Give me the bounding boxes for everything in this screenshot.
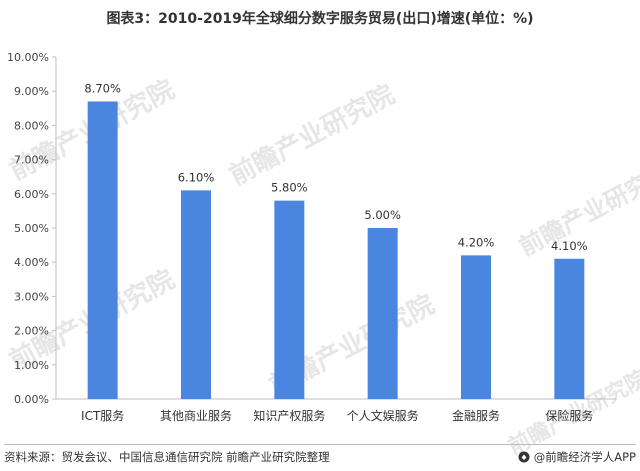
x-tick-label: 保险服务 — [545, 408, 593, 423]
chart-title: 图表3：2010-2019年全球细分数字服务贸易(出口)增速(单位：%) — [106, 11, 534, 27]
bar-data-label: 5.00% — [364, 208, 401, 222]
y-tick-label: 0.00% — [14, 393, 49, 406]
y-tick-label: 5.00% — [14, 222, 49, 235]
y-tick-label: 3.00% — [14, 290, 49, 303]
qianzhan-logo-icon — [518, 451, 530, 463]
y-tick-label: 8.00% — [14, 119, 49, 132]
y-tick-label: 10.00% — [7, 51, 49, 64]
bar — [461, 255, 491, 399]
y-tick-label: 9.00% — [14, 85, 49, 98]
bar — [181, 190, 211, 399]
bar-data-label: 4.20% — [458, 235, 495, 249]
bar-data-label: 6.10% — [178, 170, 215, 184]
x-tick-label: 个人文娱服务 — [347, 408, 419, 423]
y-tick-label: 1.00% — [14, 359, 49, 372]
bar — [367, 228, 398, 399]
x-axis: ICT服务 其他商业服务 知识产权服务 个人文娱服务 金融服务 保险服务 — [56, 398, 616, 423]
footer: 资料来源：贸发会议、中国信息通信研究院 前瞻产业研究院整理 @前瞻经济学人APP — [4, 444, 636, 465]
bar-data-label: 4.10% — [551, 239, 588, 253]
bar — [554, 258, 585, 399]
y-tick-label: 2.00% — [14, 325, 49, 338]
bars — [87, 101, 585, 400]
bar-data-label: 8.70% — [84, 81, 121, 95]
bar — [274, 200, 305, 399]
y-tick-label: 6.00% — [14, 188, 49, 201]
bar-data-label: 5.80% — [271, 181, 308, 195]
x-tick-label: 金融服务 — [452, 408, 500, 423]
x-tick-label: 知识产权服务 — [253, 408, 325, 423]
x-tick-label: ICT服务 — [81, 408, 124, 423]
y-tick-label: 4.00% — [14, 256, 49, 269]
x-tick-label: 其他商业服务 — [160, 408, 232, 423]
bar — [87, 101, 118, 400]
brand-text: @前瞻经济学人APP — [533, 450, 636, 464]
brand-credit: @前瞻经济学人APP — [518, 449, 636, 465]
y-tick-label: 7.00% — [14, 154, 49, 167]
bar-labels: 8.70% 6.10% 5.80% 5.00% 4.20% 4.10% — [84, 81, 587, 252]
source-note: 资料来源：贸发会议、中国信息通信研究院 前瞻产业研究院整理 — [4, 450, 330, 464]
y-axis: 0.00% 1.00% 2.00% 3.00% 4.00% 5.00% 6.00% 7.00%… — [7, 51, 57, 406]
